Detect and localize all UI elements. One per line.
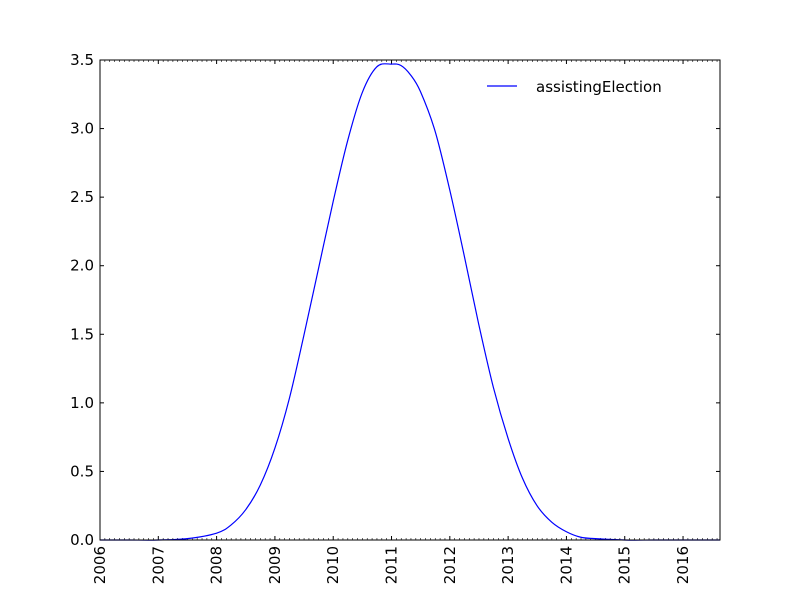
plot-frame bbox=[99, 59, 721, 541]
x-tick-label: 2015 bbox=[616, 546, 634, 584]
x-tick-label: 2016 bbox=[674, 546, 692, 584]
x-tick-label: 2012 bbox=[441, 546, 459, 584]
y-tick-label: 2.0 bbox=[70, 257, 94, 275]
series-line-assistingElection bbox=[100, 63, 720, 541]
x-tick-label: 2014 bbox=[557, 546, 575, 584]
y-tick-label: 2.5 bbox=[70, 188, 94, 206]
legend: assistingElection bbox=[487, 78, 662, 96]
y-tick-label: 3.0 bbox=[70, 120, 94, 138]
y-tick-label: 3.5 bbox=[70, 51, 94, 69]
y-tick-label: 0.0 bbox=[70, 531, 94, 549]
legend-label: assistingElection bbox=[536, 78, 662, 96]
plot-area bbox=[100, 60, 720, 540]
x-axis-ticks: 2006 2007 2008 2009 2010 2011 2012 2013 2014 2015… bbox=[91, 60, 692, 584]
x-tick-label: 2013 bbox=[499, 546, 517, 584]
x-tick-label: 2006 bbox=[91, 546, 109, 584]
y-tick-label: 1.0 bbox=[70, 394, 94, 412]
x-tick-label: 2009 bbox=[266, 546, 284, 584]
y-axis-ticks: 0.0 0.5 1.0 1.5 2.0 2.5 3.0 3.5 bbox=[70, 51, 720, 549]
x-tick-label: 2010 bbox=[324, 546, 342, 584]
x-tick-label: 2007 bbox=[149, 546, 167, 584]
x-tick-label: 2011 bbox=[383, 546, 401, 584]
y-tick-label: 0.5 bbox=[70, 462, 94, 480]
y-tick-label: 1.5 bbox=[70, 325, 94, 343]
x-tick-label: 2008 bbox=[208, 546, 226, 584]
